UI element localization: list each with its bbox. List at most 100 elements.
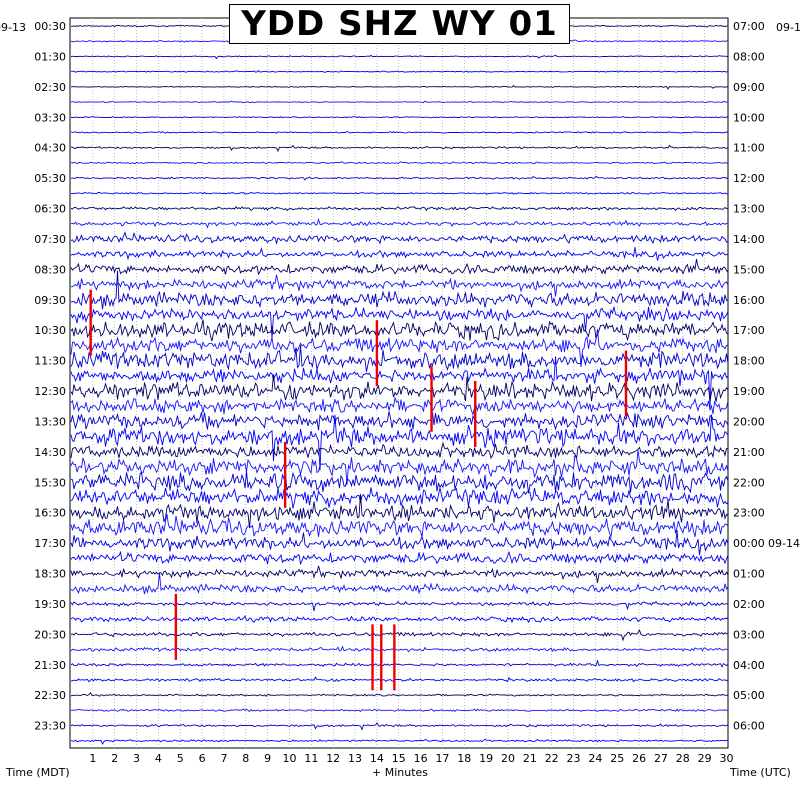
right-date-change-label: 09-14 xyxy=(768,537,800,550)
trace-row xyxy=(70,396,729,417)
left-time-label: 11:30 xyxy=(34,355,66,368)
trace-row xyxy=(70,722,729,731)
x-tick-label: 27 xyxy=(654,752,668,765)
right-time-label: 07:00 xyxy=(733,20,765,33)
right-date-label: 09-1 xyxy=(776,21,800,34)
left-time-label: 21:30 xyxy=(34,659,66,672)
left-time-label: 00:30 xyxy=(34,20,66,33)
event-mark xyxy=(624,350,628,417)
event-mark xyxy=(283,441,287,508)
trace-row xyxy=(70,374,729,403)
trace-row xyxy=(70,259,729,276)
right-time-label: 20:00 xyxy=(733,415,765,428)
x-tick-label: 4 xyxy=(155,752,162,765)
x-tick-label: 28 xyxy=(676,752,690,765)
right-time-label: 00:00 xyxy=(733,537,765,550)
trace-row xyxy=(70,246,729,261)
right-time-label: 03:00 xyxy=(733,628,765,641)
trace-row xyxy=(70,450,729,485)
trace-row xyxy=(70,659,729,668)
right-time-label: 05:00 xyxy=(733,689,765,702)
left-time-label: 10:30 xyxy=(34,324,66,337)
right-time-label: 09:00 xyxy=(733,81,765,94)
event-mark xyxy=(89,289,92,356)
left-time-label: 08:30 xyxy=(34,263,66,276)
x-tick-label: 21 xyxy=(523,752,537,765)
x-tick-label: 2 xyxy=(111,752,118,765)
right-time-label: 19:00 xyxy=(733,385,765,398)
right-time-label: 10:00 xyxy=(733,111,765,124)
x-tick-label: 29 xyxy=(698,752,712,765)
trace-row xyxy=(70,550,729,566)
trace-row xyxy=(70,84,729,90)
x-tick-label: 20 xyxy=(501,752,515,765)
trace-row xyxy=(70,231,729,245)
right-time-label: 18:00 xyxy=(733,355,765,368)
trace-row xyxy=(70,676,729,683)
right-time-label: 01:00 xyxy=(733,568,765,581)
trace-row xyxy=(70,629,729,642)
trace-row xyxy=(70,738,729,746)
right-time-label: 06:00 xyxy=(733,720,765,733)
left-time-label: 07:30 xyxy=(34,233,66,246)
right-axis-title: Time (UTC) xyxy=(730,766,791,779)
trace-row xyxy=(70,529,729,556)
right-time-label: 22:00 xyxy=(733,476,765,489)
trace-row xyxy=(70,100,728,104)
trace-row xyxy=(70,274,729,297)
x-tick-label: 25 xyxy=(610,752,624,765)
trace-row xyxy=(70,319,729,342)
event-mark xyxy=(174,593,178,660)
trace-row xyxy=(70,414,729,471)
x-tick-label: 15 xyxy=(392,752,406,765)
right-time-label: 02:00 xyxy=(733,598,765,611)
trace-row xyxy=(70,600,729,611)
event-mark xyxy=(474,381,477,447)
right-time-label: 13:00 xyxy=(733,203,765,216)
left-time-label: 06:30 xyxy=(34,203,66,216)
left-time-label: 18:30 xyxy=(34,568,66,581)
left-time-label: 05:30 xyxy=(34,172,66,185)
left-time-label: 04:30 xyxy=(34,142,66,155)
trace-row xyxy=(70,514,729,539)
right-time-label: 12:00 xyxy=(733,172,765,185)
left-axis-title: Time (MDT) xyxy=(6,766,70,779)
event-mark xyxy=(375,320,379,387)
x-tick-label: 1 xyxy=(89,752,96,765)
x-tick-label: 16 xyxy=(414,752,428,765)
trace-row xyxy=(70,144,729,153)
trace-row xyxy=(70,470,729,494)
trace-row xyxy=(70,270,729,310)
left-time-label: 02:30 xyxy=(34,81,66,94)
trace-row xyxy=(70,615,729,624)
x-tick-label: 10 xyxy=(283,752,297,765)
trace-row xyxy=(70,206,729,212)
trace-row xyxy=(70,345,729,372)
right-time-label: 16:00 xyxy=(733,294,765,307)
left-time-label: 19:30 xyxy=(34,598,66,611)
trace-row xyxy=(70,329,729,368)
right-time-label: 11:00 xyxy=(733,142,765,155)
x-tick-label: 18 xyxy=(457,752,471,765)
plot-frame xyxy=(69,17,729,749)
left-date-label: 09-13 xyxy=(0,21,26,34)
event-mark xyxy=(430,365,433,432)
trace-row xyxy=(70,493,729,529)
left-time-label: 09:30 xyxy=(34,294,66,307)
x-tick-label: 9 xyxy=(264,752,271,765)
x-tick-label: 22 xyxy=(545,752,559,765)
x-tick-label: 17 xyxy=(435,752,449,765)
trace-row xyxy=(70,411,729,431)
trace-row xyxy=(70,708,729,713)
right-time-label: 21:00 xyxy=(733,446,765,459)
right-time-label: 08:00 xyxy=(733,50,765,63)
x-tick-label: 5 xyxy=(177,752,184,765)
left-time-label: 20:30 xyxy=(34,628,66,641)
trace-row xyxy=(70,217,729,229)
x-tick-label: 12 xyxy=(326,752,340,765)
trace-row xyxy=(70,356,729,408)
trace-row xyxy=(70,54,728,60)
event-mark xyxy=(380,624,383,691)
x-tick-label: 19 xyxy=(479,752,493,765)
